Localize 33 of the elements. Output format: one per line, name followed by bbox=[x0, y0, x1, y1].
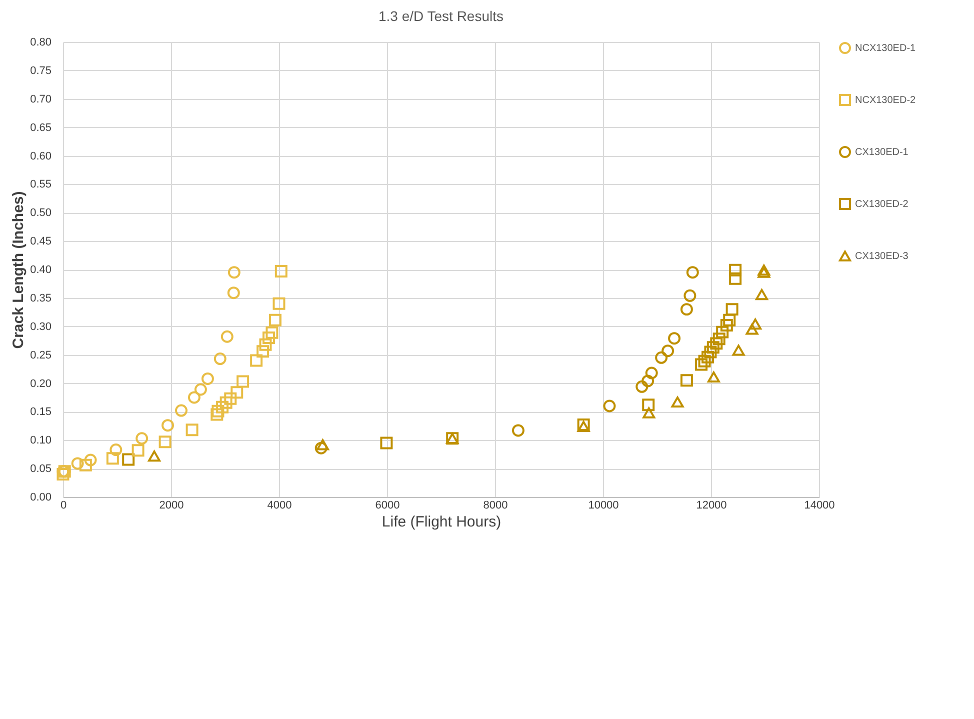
y-tick-label: 0.40 bbox=[30, 264, 52, 276]
y-tick-label: 0.65 bbox=[30, 122, 52, 134]
y-tick-label: 0.05 bbox=[30, 463, 52, 476]
y-tick-label: 0.75 bbox=[30, 64, 52, 77]
y-tick-label: 0.50 bbox=[30, 207, 52, 220]
x-tick-label: 10000 bbox=[588, 500, 619, 512]
x-tick-label: 4000 bbox=[267, 500, 292, 512]
legend-label: CX130ED-3 bbox=[855, 251, 909, 262]
y-tick-label: 0.30 bbox=[30, 320, 52, 333]
y-axis-title: Crack Length (Inches) bbox=[10, 191, 28, 349]
chart-title: 1.3 e/D Test Results bbox=[378, 8, 504, 24]
y-tick-label: 0.25 bbox=[30, 349, 52, 362]
legend-label: CX130ED-2 bbox=[855, 199, 909, 210]
y-tick-label: 0.35 bbox=[30, 292, 52, 304]
legend-label: NCX130ED-2 bbox=[855, 95, 916, 106]
y-tick-label: 0.70 bbox=[30, 93, 52, 106]
x-axis-title: Life (Flight Hours) bbox=[382, 514, 502, 530]
y-tick-label: 0.60 bbox=[30, 150, 52, 162]
x-tick-label: 2000 bbox=[159, 500, 184, 512]
x-tick-label: 6000 bbox=[375, 500, 400, 512]
y-tick-label: 0.55 bbox=[30, 178, 52, 191]
legend-label: CX130ED-1 bbox=[855, 147, 909, 158]
legend-label: NCX130ED-1 bbox=[855, 43, 916, 54]
x-tick-label: 14000 bbox=[804, 500, 835, 512]
y-tick-label: 0.20 bbox=[30, 378, 52, 390]
y-tick-label: 0.00 bbox=[30, 492, 52, 504]
y-tick-label: 0.15 bbox=[30, 406, 52, 418]
x-tick-label: 0 bbox=[60, 500, 67, 512]
y-tick-label: 0.10 bbox=[30, 434, 52, 447]
x-tick-label: 8000 bbox=[483, 500, 508, 512]
x-tick-label: 12000 bbox=[696, 500, 727, 512]
y-tick-label: 0.80 bbox=[30, 36, 52, 48]
y-tick-label: 0.45 bbox=[30, 236, 52, 248]
